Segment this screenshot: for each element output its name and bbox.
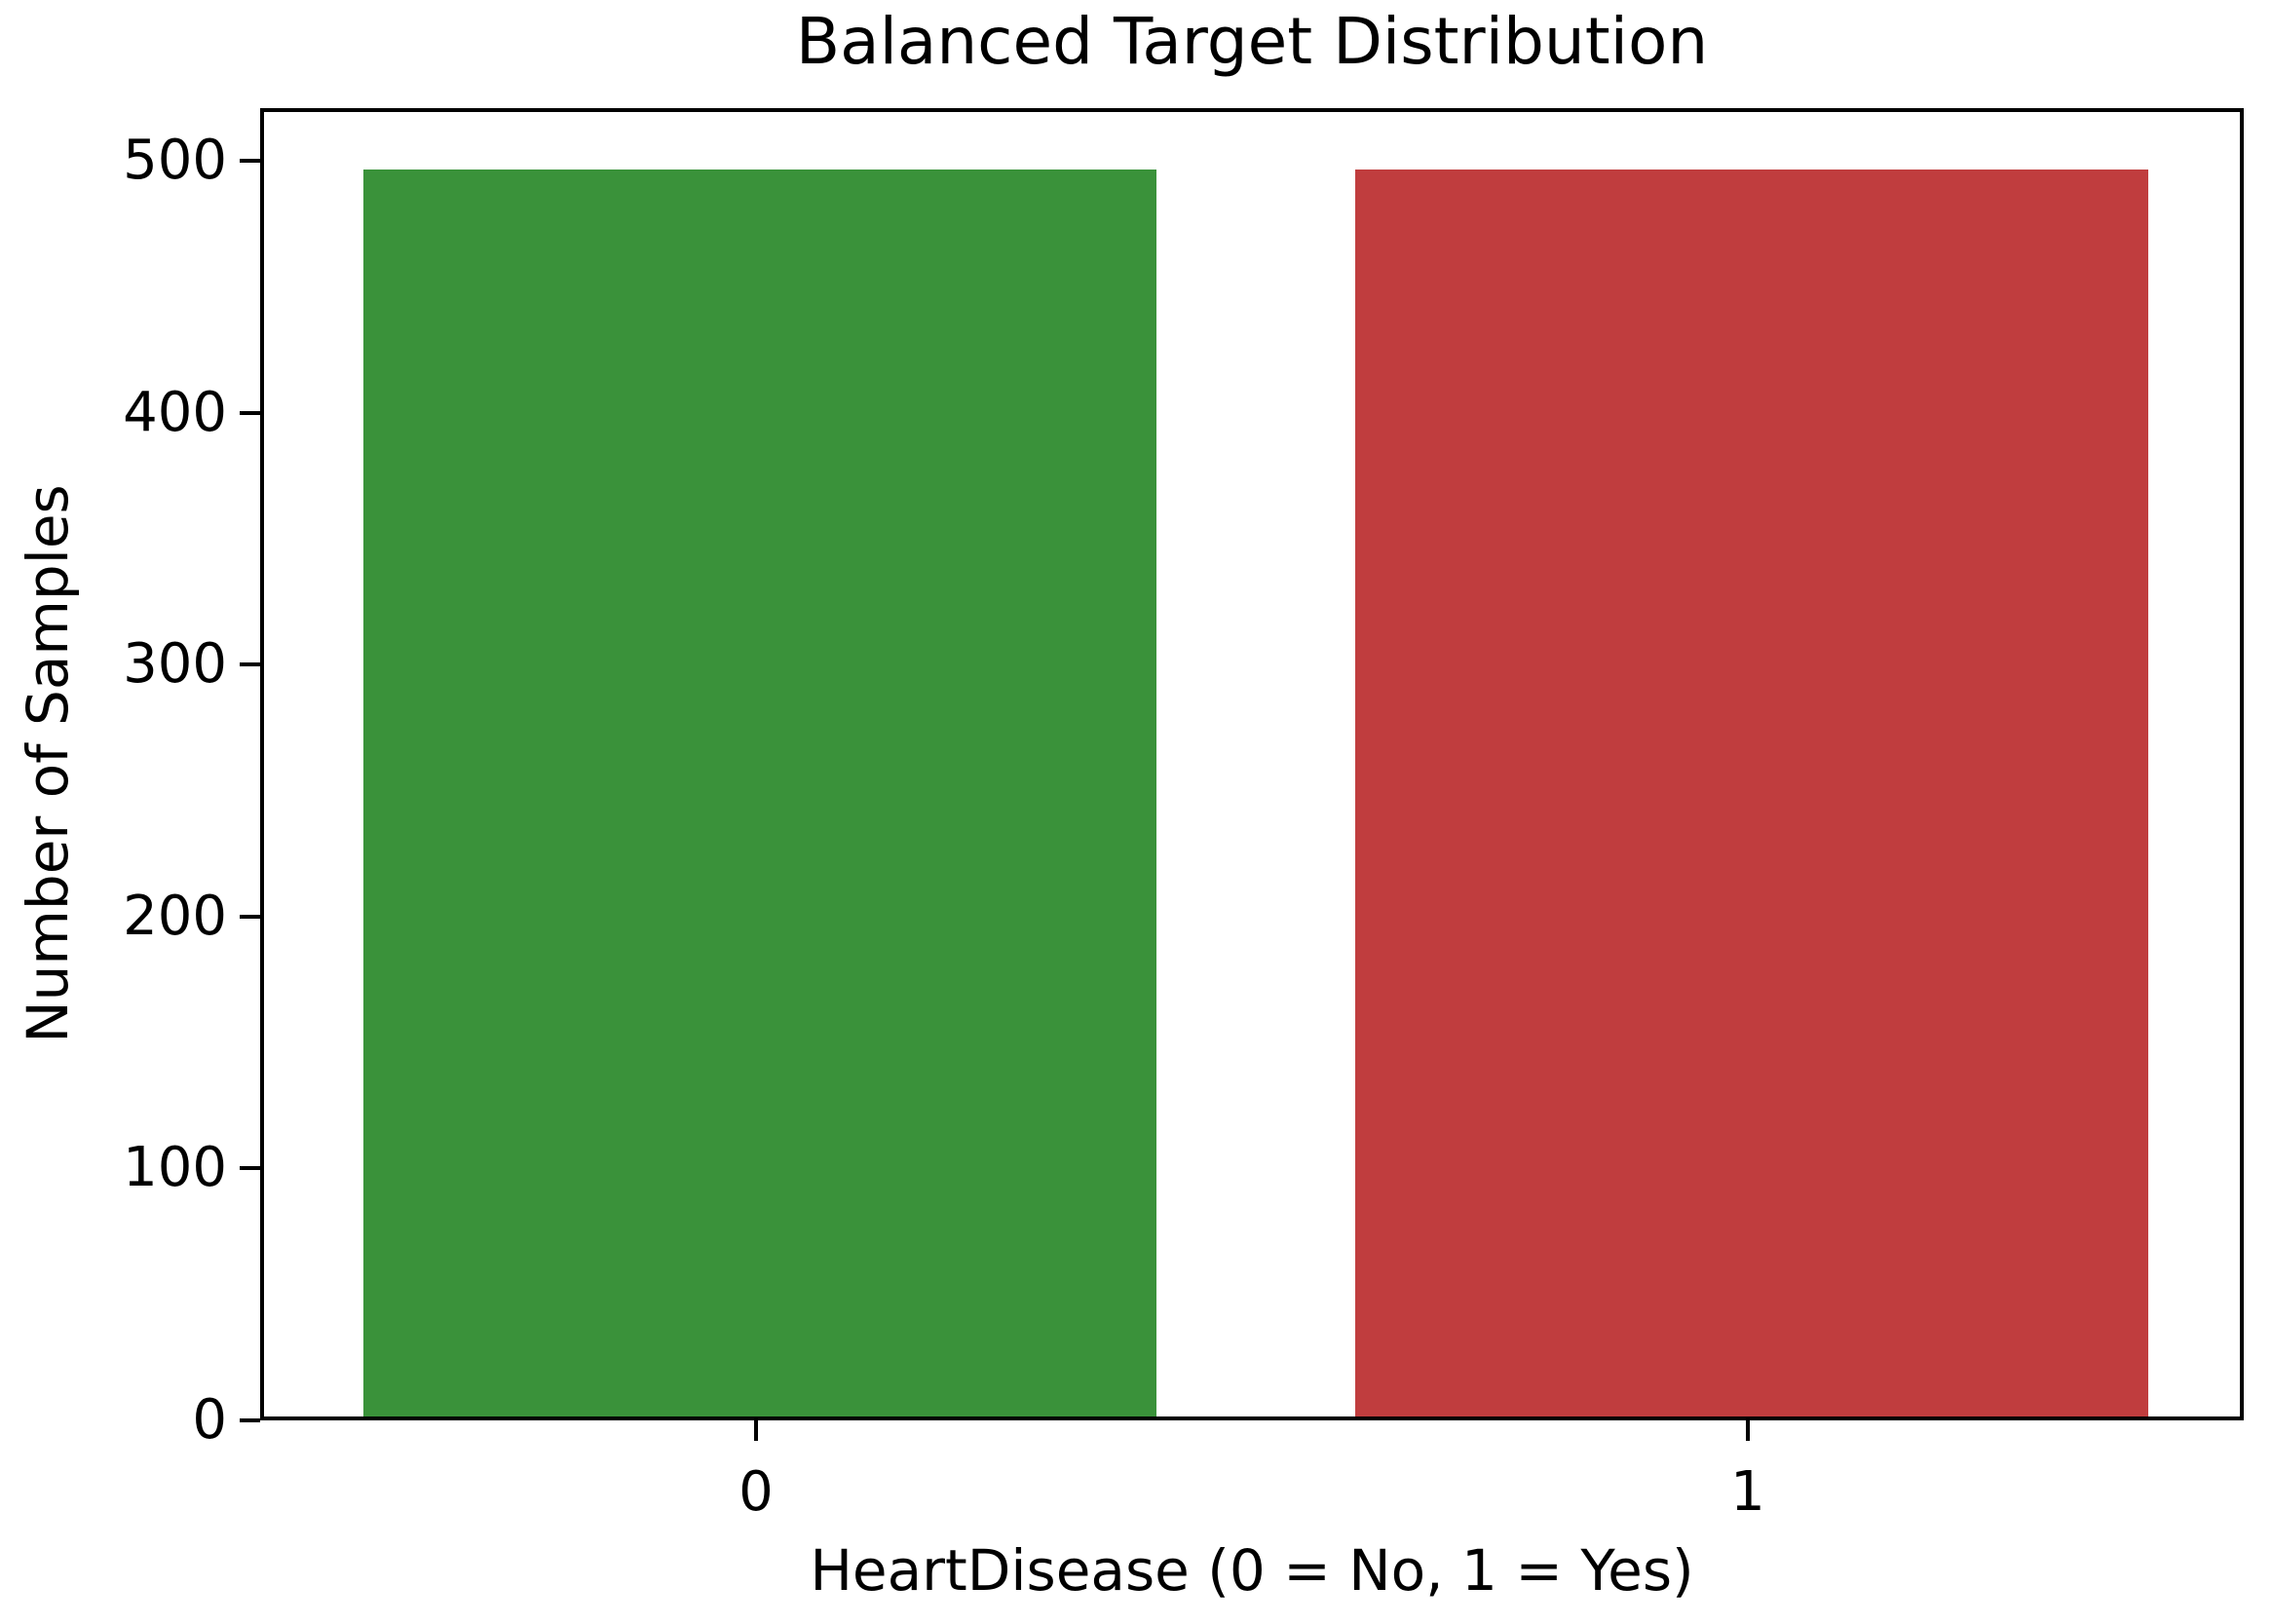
y-tick-label: 0: [192, 1388, 227, 1452]
y-tick-mark: [240, 410, 260, 415]
y-tick-label: 200: [123, 884, 227, 948]
y-tick-label: 300: [123, 632, 227, 697]
y-axis-label: Number of Samples: [15, 484, 82, 1043]
y-tick-mark: [240, 159, 260, 164]
y-tick-label: 100: [123, 1136, 227, 1200]
y-tick-label: 400: [123, 380, 227, 444]
x-tick-mark: [754, 1420, 758, 1441]
y-tick-mark: [240, 1418, 260, 1422]
x-tick-label: 1: [1730, 1460, 1765, 1524]
y-tick-mark: [240, 914, 260, 919]
y-tick-mark: [240, 662, 260, 667]
y-tick-mark: [240, 1166, 260, 1171]
plot-area: [260, 108, 2244, 1420]
x-tick-mark: [1746, 1420, 1750, 1441]
x-axis-label: HeartDisease (0 = No, 1 = Yes): [810, 1537, 1694, 1604]
chart-title: Balanced Target Distribution: [795, 4, 1709, 79]
x-tick-label: 0: [738, 1460, 774, 1524]
bar-1: [1354, 170, 2149, 1416]
bar-0: [362, 170, 1157, 1416]
y-tick-label: 500: [123, 129, 227, 193]
